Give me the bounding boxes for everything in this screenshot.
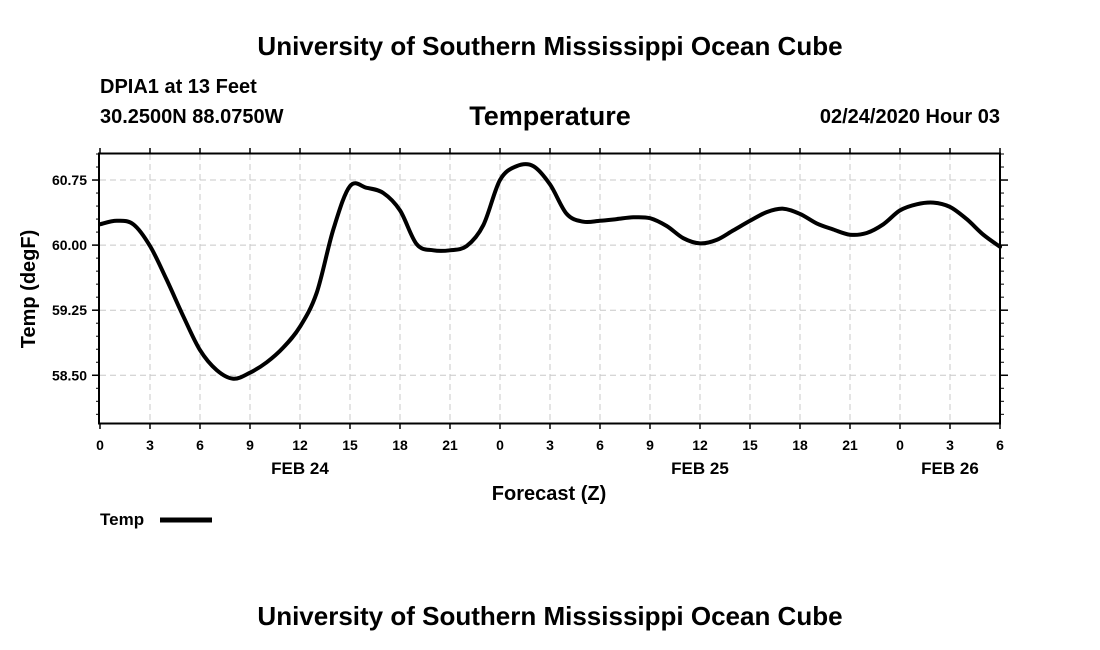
x-tick-label: 0 [896, 437, 904, 453]
station-label: DPIA1 at 13 Feet [100, 76, 257, 98]
x-tick-label: 12 [692, 437, 708, 453]
x-tick-label: 18 [392, 437, 408, 453]
y-tick-label: 60.00 [52, 237, 87, 253]
x-tick-label: 9 [246, 437, 254, 453]
x-tick-label: 0 [496, 437, 504, 453]
x-tick-label: 15 [742, 437, 758, 453]
coordinates-label: 30.2500N 88.0750W [100, 106, 284, 128]
x-tick-label: 18 [792, 437, 808, 453]
x-tick-label: 3 [546, 437, 554, 453]
chart-main-title: University of Southern Mississippi Ocean… [257, 31, 843, 61]
x-tick-label: 6 [596, 437, 604, 453]
x-tick-label: 9 [646, 437, 654, 453]
temp-series-line [98, 162, 1002, 381]
y-axis-title: Temp (degF) [18, 230, 40, 349]
x-tick-label: 0 [96, 437, 104, 453]
x-axis-title: Forecast (Z) [492, 483, 606, 505]
datetime-label: 02/24/2020 Hour 03 [819, 106, 1000, 128]
x-axis-ticks: 0 3 6 9 12 15 18 21 0 3 6 9 12 15 18 21 0 3 6 [96, 148, 1004, 453]
x-tick-label: 3 [946, 437, 954, 453]
day-label: FEB 26 [921, 459, 979, 478]
x-tick-label: 21 [442, 437, 458, 453]
day-labels: FEB 24 FEB 25 FEB 26 [271, 459, 979, 478]
y-tick-label: 59.25 [52, 302, 87, 318]
y-tick-label: 60.75 [52, 172, 87, 188]
day-label: FEB 24 [271, 459, 329, 478]
x-tick-label: 21 [842, 437, 858, 453]
x-tick-label: 6 [196, 437, 204, 453]
y-tick-label: 58.50 [52, 367, 87, 383]
legend-label: Temp [100, 510, 144, 529]
x-tick-label: 15 [342, 437, 358, 453]
variable-title: Temperature [469, 101, 631, 131]
y-axis-ticks: 58.50 59.25 60.00 60.75 [52, 172, 1008, 383]
day-label: FEB 25 [671, 459, 729, 478]
footer-title: University of Southern Mississippi Ocean… [257, 601, 843, 631]
x-tick-label: 12 [292, 437, 308, 453]
x-tick-label: 6 [996, 437, 1004, 453]
x-tick-label: 3 [146, 437, 154, 453]
grid-lines [100, 154, 1000, 423]
